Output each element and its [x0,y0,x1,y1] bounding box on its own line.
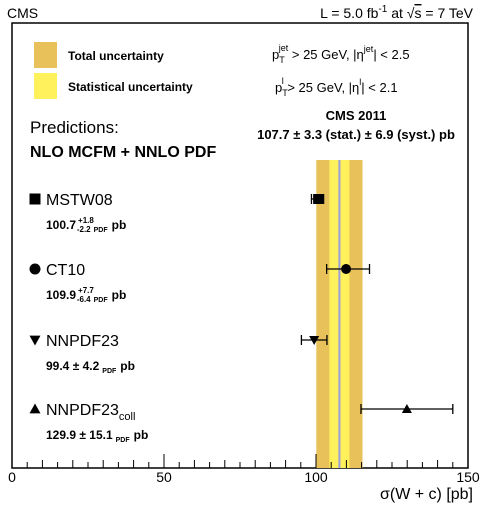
prediction-row: CT10 109.9 +7.7 -6.4 PDF pb [29,262,371,304]
x-tick-label: 150 [456,469,480,485]
legend-stat-swatch [34,73,57,99]
legend-marker-circle [29,263,41,275]
legend-stat-label: Statistical uncertainty [68,80,193,94]
prediction-value: 129.9 ± 15.1 PDF pb [46,428,148,444]
lepton-cut-label: pTl > 25 GeV, |ηl| < 2.1 [275,76,398,98]
x-tick-label: 50 [156,469,172,485]
prediction-rows: MSTW08 100.7 +1.8 -2.2 PDF pb CT10 109.9 +7.7 -6.… [29,192,454,444]
legend-marker-square [29,193,41,205]
prediction-name: CT10 [46,262,85,279]
legend-total-label: Total uncertainty [68,49,164,63]
data-point [341,264,352,274]
prediction-name: MSTW08 [46,192,113,209]
legend-marker-triangle-up [29,403,41,414]
prediction-value: 109.9 +7.7 -6.4 PDF pb [46,286,126,304]
cms-header-label: CMS [7,5,38,21]
predictions-subtitle: NLO MCFM + NNLO PDF [30,144,216,161]
data-point [313,194,324,204]
data-point [401,404,412,413]
legend-total-swatch [34,42,57,68]
x-axis: 0 50 100 150 [8,454,480,485]
legend-marker-triangle-down [29,335,41,346]
prediction-name: NNPDF23coll [46,402,135,423]
prediction-value: 99.4 ± 4.2 PDF pb [46,359,135,375]
luminosity-label: L = 5.0 fb-1 at √s = 7 TeV [320,4,473,21]
x-tick-label: 0 [8,469,16,485]
data-point [309,336,320,345]
prediction-row: NNPDF23 99.4 ± 4.2 PDF pb [29,333,328,375]
x-tick-label: 100 [304,469,328,485]
prediction-row: MSTW08 100.7 +1.8 -2.2 PDF pb [29,192,325,234]
jet-cut-label: pTjet > 25 GeV, |ηjet| < 2.5 [272,43,410,65]
measurement-bands [316,160,363,468]
measurement-title: CMS 2011 [326,108,387,123]
x-axis-label: σ(W + c) [pb] [380,486,473,503]
prediction-name: NNPDF23 [46,333,119,350]
prediction-value: 100.7 +1.8 -2.2 PDF pb [46,216,126,234]
prediction-row: NNPDF23coll 129.9 ± 15.1 PDF pb [29,402,454,444]
measurement-value: 107.7 ± 3.3 (stat.) ± 6.9 (syst.) pb [257,127,455,142]
predictions-title: Predictions: [30,118,119,137]
